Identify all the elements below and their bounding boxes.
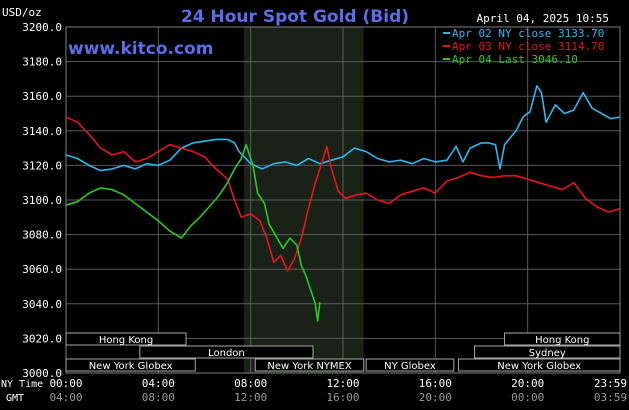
- session-label: Hong Kong: [535, 335, 589, 346]
- y-tick-label: 3060.0: [22, 263, 62, 276]
- session-bar: [65, 332, 187, 346]
- session-bar: [504, 332, 621, 346]
- session-bar: [139, 345, 314, 359]
- y-axis-tick-labels: 3200.0 3180.0 3160.0 3140.0 3120.0 3100.0 3080…: [22, 21, 62, 380]
- ny-time-label: NY Time: [1, 379, 43, 390]
- y-tick-label: 3020.0: [22, 332, 62, 345]
- x-tick-label-ny: 16:00: [419, 377, 452, 390]
- y-tick-label: 3000.0: [22, 367, 62, 380]
- session-bar: [457, 358, 621, 372]
- x-tick-label-gmt: 16:00: [326, 391, 359, 404]
- y-tick-label: 3160.0: [22, 90, 62, 103]
- session-label: Sydney: [529, 348, 566, 359]
- session-bar: [65, 358, 196, 372]
- session-label: Hong Kong: [99, 335, 153, 346]
- x-tick-label-ny: 12:00: [326, 377, 359, 390]
- series-line-2: [65, 116, 621, 272]
- session-label: New York Globex: [89, 361, 173, 372]
- legend-label: Apr 02 NY close 3133.70: [452, 27, 604, 40]
- gmt-label: GMT: [6, 393, 24, 404]
- legend-label: Apr 04 Last 3046.10: [452, 53, 578, 66]
- legend-label: Apr 03 NY close 3114.70: [452, 40, 604, 53]
- series-line-1: [65, 85, 620, 172]
- market-session-bars: Hong Kong Hong Kong London Sydney New York G…: [65, 332, 621, 372]
- x-tick-label-gmt: 08:00: [142, 391, 175, 404]
- x-tick-label-gmt: 03:59: [594, 391, 627, 404]
- session-label: New York NYMEX: [267, 361, 352, 372]
- session-label: NY Globex: [384, 361, 436, 372]
- session-label: London: [208, 348, 245, 359]
- y-tick-label: 3120.0: [22, 159, 62, 172]
- x-tick-label-gmt: 04:00: [49, 391, 82, 404]
- y-tick-label: 3040.0: [22, 298, 62, 311]
- y-tick-label: 3140.0: [22, 125, 62, 138]
- x-tick-label-ny: 04:00: [142, 377, 175, 390]
- y-tick-label: 3080.0: [22, 229, 62, 242]
- session-bar: [474, 345, 621, 359]
- y-tick-label: 3100.0: [22, 194, 62, 207]
- grid-lines: [65, 26, 621, 374]
- y-tick-label: 3180.0: [22, 56, 62, 69]
- x-tick-label-ny: 08:00: [234, 377, 267, 390]
- y-axis-label: USD/oz: [2, 6, 42, 19]
- chart-datetime: April 04, 2025 10:55: [477, 12, 609, 25]
- chart-title: 24 Hour Spot Gold (Bid): [181, 7, 409, 27]
- x-tick-label-gmt: 00:00: [511, 391, 544, 404]
- x-tick-label-gmt: 12:00: [234, 391, 267, 404]
- session-bar: [365, 358, 455, 372]
- session-label: New York Globex: [497, 361, 581, 372]
- series-line-3: [65, 143, 321, 322]
- x-axis-tick-labels: 00:0004:0004:0008:0008:0012:0012:0016:00…: [49, 377, 627, 404]
- plot-frame: [65, 26, 621, 374]
- x-tick-label-gmt: 20:00: [419, 391, 452, 404]
- session-bar: [254, 358, 365, 372]
- x-tick-label-ny: 23:59: [594, 377, 627, 390]
- x-tick-label-ny: 20:00: [511, 377, 544, 390]
- price-series: [65, 85, 621, 322]
- y-tick-label: 3200.0: [22, 21, 62, 34]
- x-tick-label-ny: 00:00: [49, 377, 82, 390]
- kitco-watermark: www.kitco.com: [68, 39, 213, 59]
